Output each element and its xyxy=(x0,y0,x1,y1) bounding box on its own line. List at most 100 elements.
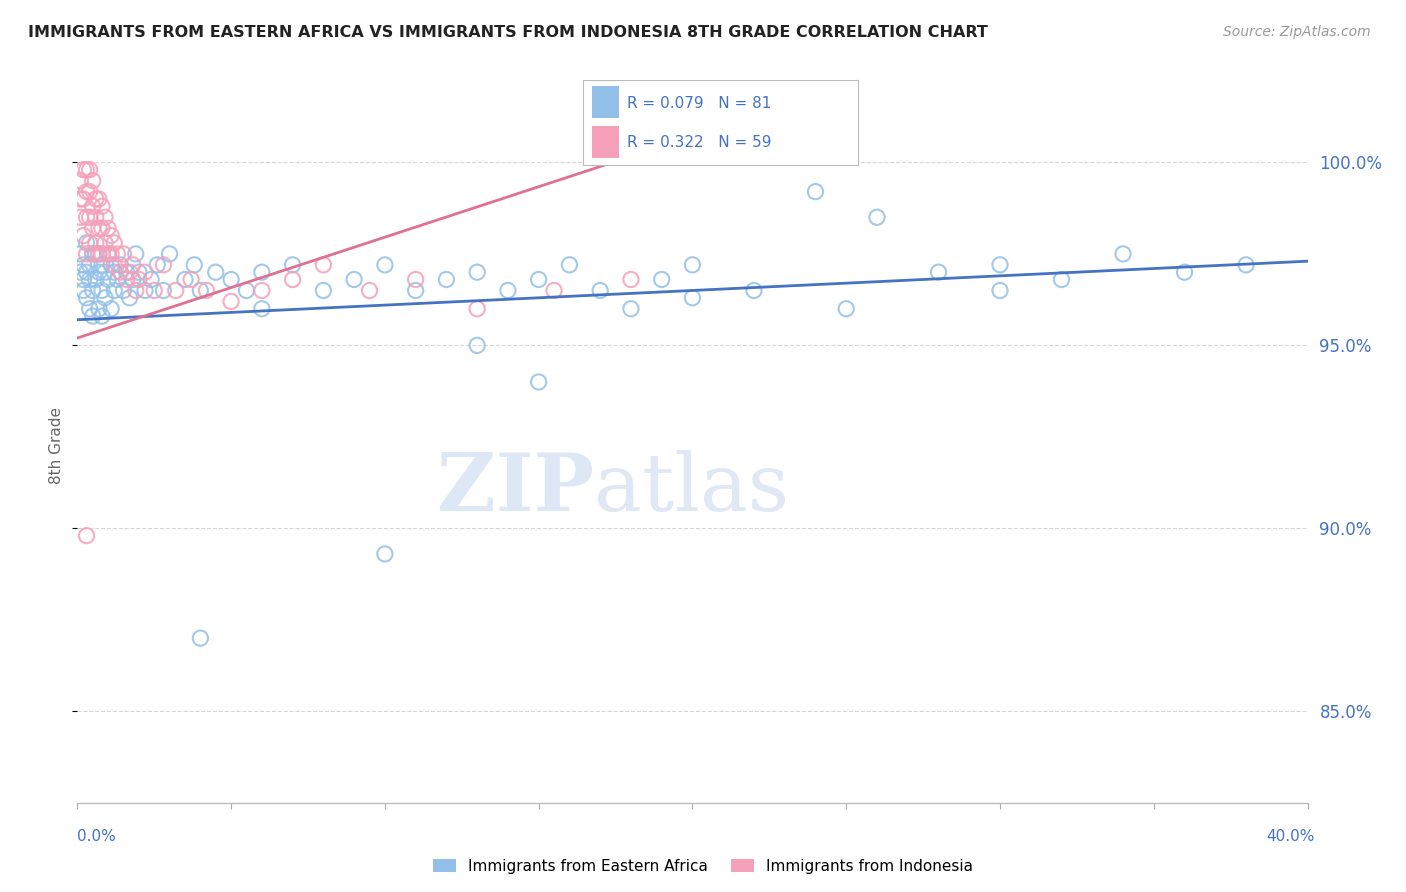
Point xyxy=(405,284,427,298)
Point xyxy=(84,235,107,250)
Point xyxy=(103,235,125,250)
Point xyxy=(84,272,107,286)
Point xyxy=(620,272,643,286)
Point xyxy=(79,258,101,272)
Point xyxy=(76,265,98,279)
Point xyxy=(1112,247,1135,261)
Point xyxy=(118,291,141,305)
Point xyxy=(180,272,202,286)
Point xyxy=(359,284,381,298)
Point xyxy=(79,211,101,225)
Point xyxy=(405,272,427,286)
Point xyxy=(90,258,114,272)
Point xyxy=(589,284,612,298)
Point xyxy=(84,211,107,225)
Y-axis label: 8th Grade: 8th Grade xyxy=(49,408,65,484)
Point xyxy=(988,284,1011,298)
Point xyxy=(79,185,101,199)
Point xyxy=(250,301,273,316)
Point xyxy=(69,265,91,279)
Point xyxy=(76,211,98,225)
Point xyxy=(682,291,704,305)
Point xyxy=(100,258,122,272)
Text: 40.0%: 40.0% xyxy=(1267,830,1315,844)
Point xyxy=(82,221,104,235)
Point xyxy=(76,291,98,305)
Point xyxy=(343,272,366,286)
Point xyxy=(97,247,120,261)
Point xyxy=(465,338,488,352)
Text: 0.0%: 0.0% xyxy=(77,830,117,844)
Point xyxy=(100,247,122,261)
Point xyxy=(82,199,104,213)
Point xyxy=(219,272,242,286)
Point xyxy=(112,284,135,298)
Point xyxy=(105,247,128,261)
Bar xyxy=(592,87,619,119)
Text: R = 0.079   N = 81: R = 0.079 N = 81 xyxy=(627,95,772,111)
Point xyxy=(94,211,117,225)
Point xyxy=(620,301,643,316)
Point xyxy=(204,265,226,279)
Point xyxy=(1234,258,1257,272)
Point xyxy=(72,192,94,206)
Point xyxy=(250,265,273,279)
Point xyxy=(742,284,765,298)
Point xyxy=(143,284,166,298)
Point xyxy=(94,235,117,250)
Point xyxy=(110,258,132,272)
Point xyxy=(82,284,104,298)
Point xyxy=(835,301,858,316)
Point xyxy=(281,258,304,272)
Point xyxy=(72,272,94,286)
Point xyxy=(219,294,242,309)
Point xyxy=(94,291,117,305)
Point xyxy=(112,247,135,261)
Point xyxy=(87,247,110,261)
Point xyxy=(134,284,156,298)
Point xyxy=(103,265,125,279)
Point xyxy=(235,284,257,298)
Point xyxy=(79,235,101,250)
Point xyxy=(87,247,110,261)
Point xyxy=(125,247,148,261)
Point xyxy=(527,375,550,389)
Point xyxy=(90,221,114,235)
Text: Source: ZipAtlas.com: Source: ZipAtlas.com xyxy=(1223,25,1371,39)
Point xyxy=(436,272,458,286)
Point xyxy=(69,174,91,188)
Point xyxy=(465,301,488,316)
Point xyxy=(465,265,488,279)
Point xyxy=(651,272,673,286)
Point xyxy=(94,265,117,279)
Point xyxy=(103,284,125,298)
Point xyxy=(174,272,197,286)
Point xyxy=(312,258,335,272)
Point xyxy=(134,265,156,279)
Point xyxy=(159,247,181,261)
Point xyxy=(110,265,132,279)
Point xyxy=(97,221,120,235)
Point xyxy=(165,284,187,298)
Point xyxy=(527,272,550,286)
Point xyxy=(118,265,141,279)
Point xyxy=(90,199,114,213)
Point xyxy=(100,301,122,316)
Point xyxy=(374,547,396,561)
Point xyxy=(281,272,304,286)
Point xyxy=(115,272,138,286)
Point xyxy=(72,228,94,243)
Point xyxy=(76,247,98,261)
Point xyxy=(90,284,114,298)
Point xyxy=(82,309,104,323)
Point xyxy=(183,258,205,272)
Point xyxy=(90,309,114,323)
Point xyxy=(121,258,143,272)
Point xyxy=(87,221,110,235)
Point xyxy=(69,211,91,225)
Text: ZIP: ZIP xyxy=(437,450,595,528)
Point xyxy=(69,192,91,206)
Point xyxy=(543,284,565,298)
Point xyxy=(72,258,94,272)
Point xyxy=(76,185,98,199)
